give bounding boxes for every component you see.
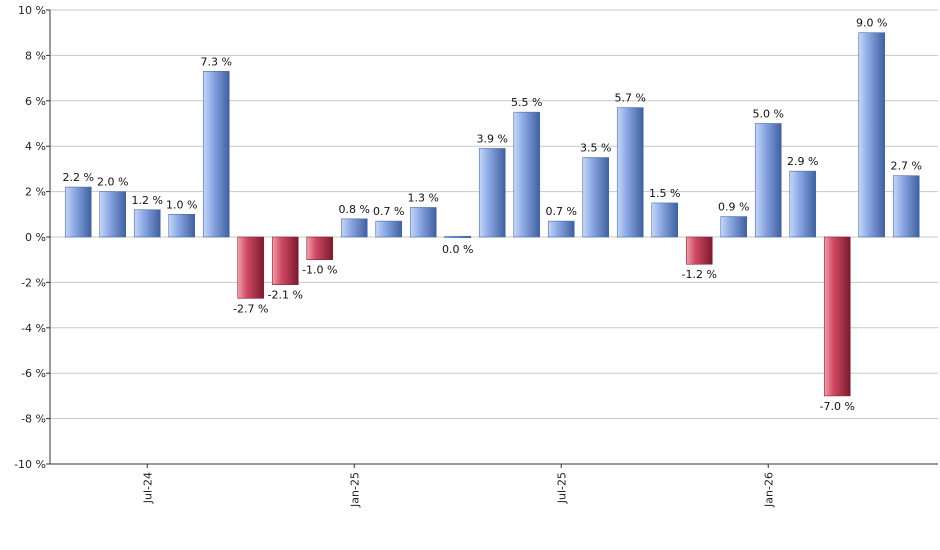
bar-value-label: 7.3 % bbox=[201, 55, 232, 68]
bar bbox=[168, 214, 196, 238]
bar bbox=[892, 175, 920, 238]
bar-value-label: 5.0 % bbox=[753, 108, 784, 121]
bar bbox=[789, 170, 817, 238]
bar bbox=[340, 218, 368, 238]
bar-value-label: 1.5 % bbox=[649, 187, 680, 200]
x-tick-label: Jan-25 bbox=[348, 472, 361, 508]
bar bbox=[306, 236, 334, 261]
bar-value-label: 2.0 % bbox=[97, 176, 128, 189]
y-tick-label: 6 % bbox=[25, 95, 46, 108]
y-tick-label: -2 % bbox=[21, 276, 46, 289]
bar-value-label: 2.2 % bbox=[63, 171, 94, 184]
bar bbox=[237, 236, 265, 299]
bar-value-label: 5.7 % bbox=[615, 92, 646, 105]
bar bbox=[133, 209, 161, 238]
bar bbox=[513, 111, 541, 238]
bar-value-label: -1.2 % bbox=[682, 268, 717, 281]
y-tick-label: -10 % bbox=[14, 458, 46, 471]
bar-value-label: 0.9 % bbox=[718, 201, 749, 214]
bar bbox=[823, 236, 851, 397]
bar bbox=[271, 236, 299, 285]
bar-value-label: 0.7 % bbox=[546, 205, 577, 218]
x-tick-label: Jul-24 bbox=[141, 472, 154, 504]
bar-value-label: -1.0 % bbox=[302, 264, 337, 277]
y-tick-label: -8 % bbox=[21, 413, 46, 426]
labels: 10 % 8 % 6 % 4 % 2 % 0 % -2 % -4 % -6 % -8 % -10 %… bbox=[14, 4, 922, 508]
bar bbox=[685, 236, 713, 265]
bar-value-label: 2.9 % bbox=[787, 155, 818, 168]
bar bbox=[375, 220, 403, 238]
bar-value-label: -2.7 % bbox=[233, 302, 268, 315]
bar bbox=[99, 191, 127, 238]
bar-value-label: 1.2 % bbox=[132, 194, 163, 207]
y-tick-label: -6 % bbox=[21, 367, 46, 380]
bar-value-label: 1.3 % bbox=[408, 191, 439, 204]
x-tick-label: Jul-25 bbox=[555, 472, 568, 504]
bar bbox=[547, 220, 575, 238]
y-tick-label: 0 % bbox=[25, 231, 46, 244]
bar bbox=[858, 32, 886, 238]
y-tick-label: 4 % bbox=[25, 140, 46, 153]
bar bbox=[582, 157, 610, 238]
bar-value-label: -7.0 % bbox=[820, 400, 855, 413]
bars bbox=[64, 32, 920, 397]
y-tick-label: 2 % bbox=[25, 186, 46, 199]
y-tick-label: 10 % bbox=[18, 4, 46, 17]
bar bbox=[409, 207, 437, 238]
bar-value-label: 2.7 % bbox=[891, 160, 922, 173]
bar-value-label: 0.0 % bbox=[442, 243, 473, 256]
bar-value-label: 0.8 % bbox=[339, 203, 370, 216]
bar bbox=[478, 148, 506, 238]
bar-value-label: 0.7 % bbox=[373, 205, 404, 218]
y-tick-label: -4 % bbox=[21, 322, 46, 335]
bar bbox=[64, 186, 92, 238]
bar-value-label: 5.5 % bbox=[511, 96, 542, 109]
bar-value-label: 3.9 % bbox=[477, 132, 508, 145]
bar bbox=[202, 70, 230, 238]
bar bbox=[651, 202, 679, 238]
bar-value-label: 1.0 % bbox=[166, 198, 197, 211]
x-tick-label: Jan-26 bbox=[762, 472, 775, 508]
axes bbox=[46, 9, 938, 468]
bar-value-label: 3.5 % bbox=[580, 142, 611, 155]
bar-value-label: -2.1 % bbox=[268, 289, 303, 302]
bar bbox=[720, 216, 748, 238]
bar-value-label: 9.0 % bbox=[856, 17, 887, 30]
y-tick-label: 8 % bbox=[25, 49, 46, 62]
bar bbox=[754, 123, 782, 238]
bar bbox=[444, 235, 472, 239]
bar bbox=[616, 107, 644, 238]
